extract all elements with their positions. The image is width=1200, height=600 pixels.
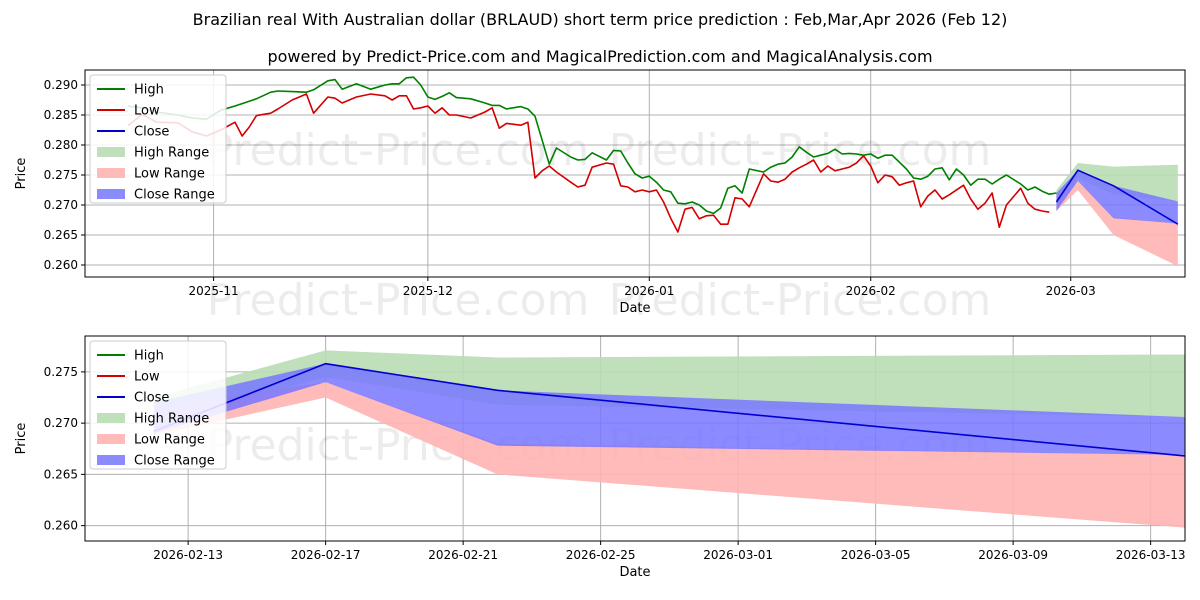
legend-swatch-high-range — [97, 147, 125, 157]
legend-label-close: Close — [134, 391, 169, 406]
x-tick-label: 2026-02-13 — [153, 548, 223, 562]
legend: High Low Close High Range Low Range Close Ran… — [89, 340, 227, 470]
legend-label-high: High — [134, 349, 164, 364]
legend-label-high-range: High Range — [134, 412, 209, 427]
legend-label-low-range: Low Range — [134, 433, 205, 448]
legend-label-close-range: Close Range — [134, 188, 215, 203]
legend: High Low Close High Range Low Range Close Ran… — [89, 74, 227, 204]
watermark: Predict-Price.com — [609, 125, 992, 176]
legend-swatch-low-range — [97, 168, 125, 178]
plot-frame — [84, 69, 1186, 278]
legend-swatch-close-range — [97, 455, 125, 465]
chart-title: Brazilian real With Australian dollar (B… — [193, 10, 1008, 29]
legend-label-high-range: High Range — [134, 146, 209, 161]
y-tick-label: 0.290 — [44, 78, 78, 92]
x-axis-label: Date — [619, 565, 650, 580]
y-tick-label: 0.275 — [44, 168, 78, 182]
y-tick-label: 0.275 — [44, 365, 78, 379]
x-tick-label: 2026-01 — [624, 284, 674, 298]
low-range-band — [1056, 181, 1178, 267]
y-tick-label: 0.285 — [44, 108, 78, 122]
legend-label-low: Low — [134, 104, 160, 119]
history-panel: Predict-Price.com Predict-Price.com Predic… — [14, 69, 1186, 326]
close-series-line — [1055, 169, 1179, 225]
legend-swatch-high-range — [97, 413, 125, 423]
x-tick-label: 2025-12 — [403, 284, 453, 298]
x-tick-label: 2026-03-05 — [841, 548, 911, 562]
legend-swatch-low-range — [97, 434, 125, 444]
plot-area — [153, 350, 1185, 528]
y-tick-label: 0.270 — [44, 198, 78, 212]
watermark: Predict-Price.com — [609, 275, 992, 326]
chart-subtitle: powered by Predict-Price.com and Magical… — [267, 47, 932, 66]
close-range-band — [1056, 170, 1178, 224]
high-series-line — [127, 76, 1057, 215]
x-tick-label: 2026-03-13 — [1116, 548, 1186, 562]
legend-label-close-range: Close Range — [134, 454, 215, 469]
close-series-line — [153, 362, 1185, 457]
legend-label-low: Low — [134, 370, 160, 385]
x-tick-label: 2026-02 — [846, 284, 896, 298]
y-tick-label: 0.260 — [44, 258, 78, 272]
legend-label-high: High — [134, 83, 164, 98]
x-axis-label: Date — [619, 301, 650, 316]
legend-label-low-range: Low Range — [134, 167, 205, 182]
legend-swatch-close-range — [97, 189, 125, 199]
y-tick-label: 0.265 — [44, 228, 78, 242]
high-range-band — [153, 350, 1185, 424]
y-tick-label: 0.265 — [44, 467, 78, 481]
x-tick-label: 2026-03-01 — [703, 548, 773, 562]
y-tick-label: 0.260 — [44, 519, 78, 533]
x-tick-label: 2026-03-09 — [978, 548, 1048, 562]
x-tick-label: 2026-02-25 — [566, 548, 636, 562]
x-tick-label: 2026-02-21 — [428, 548, 498, 562]
y-axis-label: Price — [14, 158, 29, 190]
x-tick-label: 2025-11 — [189, 284, 239, 298]
plot-area — [127, 76, 1179, 267]
x-tick-label: 2026-02-17 — [291, 548, 361, 562]
low-range-band — [153, 382, 1185, 528]
y-axis-label: Price — [14, 423, 29, 455]
watermark: Predict-Price.com — [207, 275, 590, 326]
y-tick-label: 0.280 — [44, 138, 78, 152]
y-tick-label: 0.270 — [44, 416, 78, 430]
forecast-detail-panel: Predict-Price.comPredict-Price.com0.2600… — [14, 335, 1186, 580]
watermark: Predict-Price.com — [207, 125, 590, 176]
x-tick-label: 2026-03 — [1046, 284, 1096, 298]
plot-frame — [84, 335, 1186, 542]
low-series-line — [127, 93, 1050, 233]
legend-label-close: Close — [134, 125, 169, 140]
